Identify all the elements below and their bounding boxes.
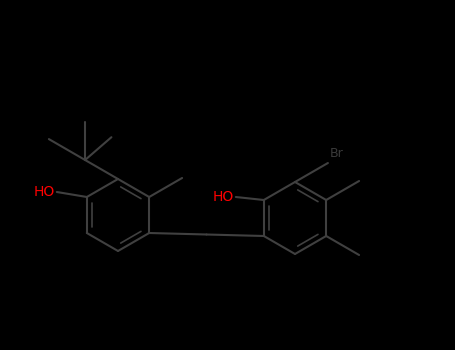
- Text: Br: Br: [330, 147, 344, 160]
- Text: HO: HO: [34, 185, 55, 199]
- Text: HO: HO: [212, 190, 234, 204]
